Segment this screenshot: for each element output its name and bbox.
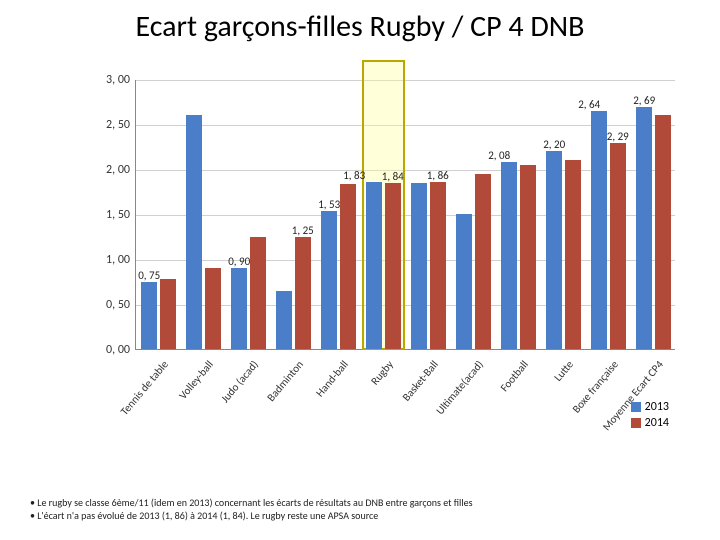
- footnote-line: • L'écart n'a pas évolué de 2013 (1, 86)…: [30, 510, 473, 523]
- y-tick-label: 1, 00: [96, 253, 130, 267]
- bar: [655, 115, 672, 349]
- x-tick-label: Ultimate(acad): [433, 358, 486, 417]
- data-label: 1, 25: [292, 224, 314, 237]
- bar: [321, 211, 338, 349]
- bar: [456, 214, 473, 349]
- bar: [340, 184, 357, 349]
- bar: [160, 279, 177, 349]
- data-label: 1, 84: [382, 170, 404, 183]
- data-label: 2, 29: [607, 130, 629, 143]
- bar: [430, 182, 447, 349]
- bar: [411, 183, 428, 350]
- x-tick-label: Rugby: [368, 358, 396, 388]
- x-axis-labels: Tennis de tableVolley-ballJudo (acad)Bad…: [135, 352, 675, 442]
- y-tick-label: 2, 00: [96, 163, 130, 177]
- x-tick-label: Judo (acad): [218, 358, 261, 405]
- legend-label: 2014: [645, 416, 669, 430]
- x-tick-label: Basket-Ball: [399, 358, 440, 404]
- data-label: 0, 75: [138, 269, 160, 282]
- bar: [295, 237, 312, 350]
- plot-area: 0, 000, 501, 001, 502, 002, 503, 000, 75…: [135, 80, 675, 350]
- x-tick-label: Lutte: [551, 358, 576, 384]
- bar: [231, 268, 248, 349]
- data-label: 1, 83: [343, 169, 365, 182]
- data-label: 1, 86: [427, 169, 449, 182]
- bar: [565, 160, 582, 349]
- bar: [385, 183, 402, 349]
- data-label: 2, 64: [578, 98, 600, 111]
- legend-swatch: [631, 418, 641, 428]
- bar: [366, 182, 383, 349]
- footnotes: • Le rugby se classe 6ème/11 (idem en 20…: [30, 497, 473, 522]
- data-label: 2, 08: [488, 149, 510, 162]
- bar: [276, 291, 293, 350]
- x-tick-label: Badminton: [264, 358, 306, 404]
- bar: [610, 143, 627, 349]
- x-tick-label: Football: [497, 358, 530, 394]
- y-tick-label: 1, 50: [96, 208, 130, 222]
- data-label: 2, 69: [633, 94, 655, 107]
- data-label: 0, 90: [228, 255, 250, 268]
- legend-item: 2014: [631, 416, 669, 430]
- x-tick-label: Tennis de table: [117, 358, 170, 418]
- legend-item: 2013: [631, 400, 669, 414]
- page-title: Ecart garçons-filles Rugby / CP 4 DNB: [0, 0, 720, 49]
- chart: 0, 000, 501, 001, 502, 002, 503, 000, 75…: [95, 80, 675, 440]
- bar: [250, 237, 267, 350]
- y-tick-label: 2, 50: [96, 118, 130, 132]
- bar: [636, 107, 653, 349]
- bar: [501, 162, 518, 349]
- bar: [186, 115, 203, 349]
- bar: [546, 151, 563, 349]
- legend: 2013 2014: [631, 398, 669, 432]
- x-tick-label: Hand-ball: [313, 358, 351, 399]
- y-tick-label: 0, 00: [96, 343, 130, 357]
- y-tick-label: 3, 00: [96, 73, 130, 87]
- data-label: 2, 20: [543, 138, 565, 151]
- bar: [141, 282, 158, 350]
- bar: [475, 174, 492, 350]
- gridline: [136, 80, 675, 81]
- bar: [205, 268, 222, 349]
- legend-swatch: [631, 402, 641, 412]
- bar: [591, 111, 608, 349]
- x-tick-label: Volley-ball: [176, 358, 216, 402]
- bar: [520, 165, 537, 350]
- x-tick-label: Boxe française: [569, 358, 620, 416]
- data-label: 1, 53: [318, 198, 340, 211]
- legend-label: 2013: [645, 400, 669, 414]
- footnote-line: • Le rugby se classe 6ème/11 (idem en 20…: [30, 497, 473, 510]
- y-tick-label: 0, 50: [96, 298, 130, 312]
